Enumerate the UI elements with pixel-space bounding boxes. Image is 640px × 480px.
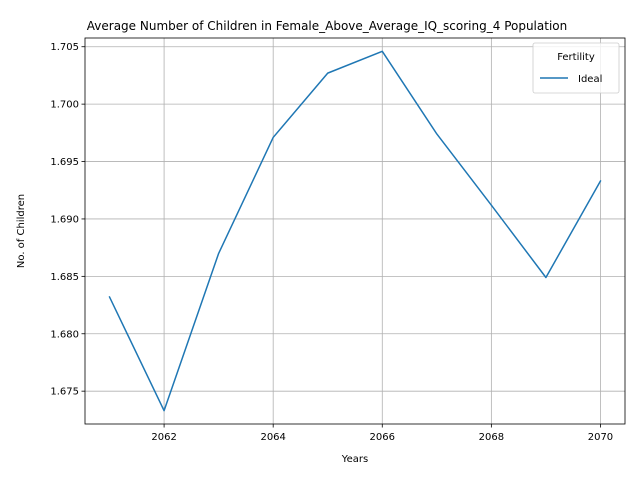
y-axis-label: No. of Children [16,194,27,268]
legend-box [532,42,620,94]
y-tick-label: 1.690 [50,214,79,225]
legend-title: Fertility [557,52,595,63]
y-tick-label: 1.700 [50,100,79,111]
x-tick-label: 2062 [151,432,176,443]
x-axis-ticks: 2062 2064 2066 2068 2070 [151,424,613,443]
plot-frame [84,37,626,425]
x-tick-label: 2070 [588,432,613,443]
x-axis-label: Years [341,454,368,465]
chart-title: Average Number of Children in Female_Abo… [87,19,567,33]
legend-entry-ideal: Ideal [578,74,602,85]
series-lines [108,50,602,412]
legend: Fertility Ideal [532,42,620,94]
y-axis-ticks: 1.675 1.680 1.685 1.690 1.695 1.700 1.705 [50,42,85,398]
x-tick-label: 2064 [260,432,285,443]
x-tick-label: 2066 [370,432,395,443]
x-tick-label: 2068 [479,432,504,443]
y-tick-label: 1.695 [50,157,79,168]
series-line-ideal [108,50,602,412]
y-tick-label: 1.680 [50,329,79,340]
y-tick-label: 1.705 [50,42,79,53]
y-tick-label: 1.675 [50,387,79,398]
y-tick-label: 1.685 [50,272,79,283]
grid-lines [85,38,625,424]
